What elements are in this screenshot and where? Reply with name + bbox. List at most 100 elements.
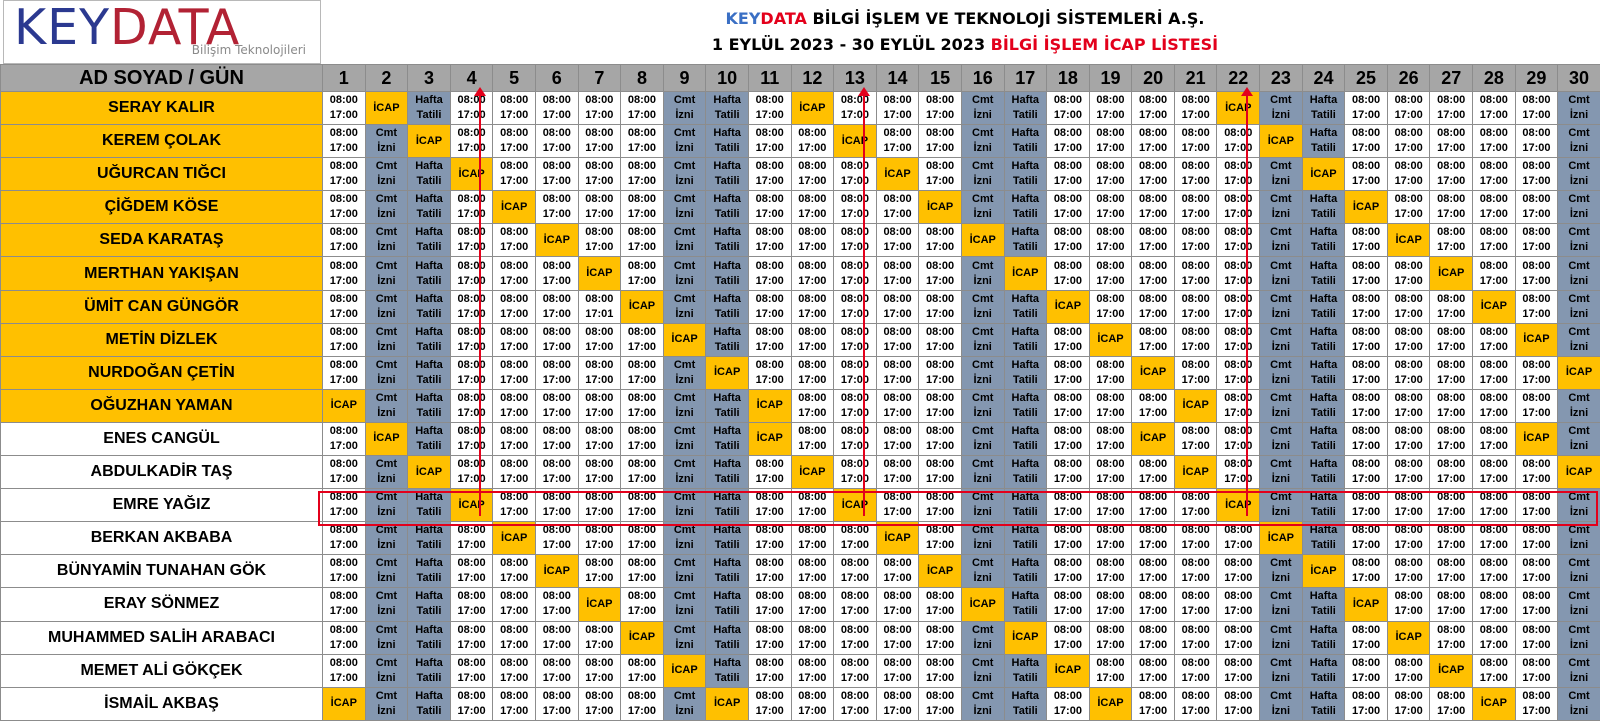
saturday-off-cell: Cmt İzni (662, 355, 707, 390)
work-shift-cell: 08:00 17:00 (1514, 686, 1559, 721)
work-shift-cell: 08:00 17:00 (577, 322, 622, 357)
work-shift-cell: 08:00 17:00 (1088, 157, 1133, 192)
sunday-off-cell: Hafta Tatili (705, 554, 749, 589)
work-shift-cell: 08:00 17:00 (1344, 355, 1388, 390)
work-shift-cell: 08:00 17:00 (322, 554, 366, 589)
work-shift-cell: 08:00 17:00 (875, 488, 920, 523)
saturday-off-cell: Cmt İzni (662, 554, 707, 589)
work-shift-cell: 08:00 17:00 (833, 223, 877, 258)
sunday-off-cell: Hafta Tatili (1301, 355, 1346, 390)
sunday-off-cell: Hafta Tatili (407, 355, 451, 390)
work-shift-cell: 08:00 17:00 (577, 157, 622, 192)
work-shift-cell: 08:00 17:00 (1216, 289, 1261, 324)
saturday-off-cell: Cmt İzni (662, 223, 707, 258)
work-shift-cell: 08:00 17:00 (1344, 521, 1388, 556)
work-shift-cell: 08:00 17:00 (1131, 488, 1175, 523)
work-shift-cell: 08:00 17:00 (747, 289, 792, 324)
sunday-off-cell: Hafta Tatili (1003, 455, 1048, 490)
employee-name: METİN DİZLEK (0, 322, 323, 357)
work-shift-cell: 08:00 17:00 (1046, 686, 1090, 721)
work-shift-cell: 08:00 17:00 (790, 686, 835, 721)
sunday-off-cell: Hafta Tatili (1301, 653, 1346, 688)
work-shift-cell: 08:00 17:00 (1131, 90, 1175, 126)
sunday-off-cell: Hafta Tatili (705, 190, 749, 225)
employee-name: MERTHAN YAKIŞAN (0, 256, 323, 291)
work-shift-cell: 08:00 17:00 (1429, 355, 1474, 390)
work-shift-cell: 08:00 17:00 (1514, 488, 1559, 523)
sunday-off-cell: Hafta Tatili (407, 388, 451, 423)
work-shift-cell: 08:00 17:00 (449, 653, 494, 688)
saturday-off-cell: Cmt İzni (364, 554, 409, 589)
work-shift-cell: 08:00 17:00 (449, 223, 494, 258)
day-header: 30 (1557, 64, 1600, 92)
work-shift-cell: 08:00 17:00 (918, 322, 962, 357)
saturday-off-cell: Cmt İzni (1259, 355, 1303, 390)
icap-cell: İCAP (1216, 90, 1261, 126)
saturday-off-cell: Cmt İzni (364, 653, 409, 688)
saturday-off-cell: Cmt İzni (364, 488, 409, 523)
sunday-off-cell: Hafta Tatili (1301, 488, 1346, 523)
work-shift-cell: 08:00 17:00 (1173, 620, 1218, 655)
work-shift-cell: 08:00 17:00 (1046, 620, 1090, 655)
work-shift-cell: 08:00 17:00 (620, 455, 664, 490)
work-shift-cell: 08:00 17:00 (1472, 620, 1516, 655)
work-shift-cell: 08:00 17:00 (875, 90, 920, 126)
saturday-off-cell: Cmt İzni (662, 587, 707, 622)
saturday-off-cell: Cmt İzni (960, 653, 1005, 688)
work-shift-cell: 08:00 17:00 (875, 355, 920, 390)
employee-name: ENES CANGÜL (0, 421, 323, 457)
work-shift-cell: 08:00 17:00 (1046, 587, 1090, 622)
work-shift-cell: 08:00 17:00 (492, 322, 536, 357)
saturday-off-cell: Cmt İzni (364, 223, 409, 258)
work-shift-cell: 08:00 17:00 (1429, 686, 1474, 721)
work-shift-cell: 08:00 17:00 (1131, 653, 1175, 688)
work-shift-cell: 08:00 17:00 (747, 488, 792, 523)
work-shift-cell: 08:00 17:00 (1046, 322, 1090, 357)
work-shift-cell: 08:00 17:00 (790, 653, 835, 688)
work-shift-cell: 08:00 17:00 (492, 653, 536, 688)
sunday-off-cell: Hafta Tatili (1301, 421, 1346, 457)
work-shift-cell: 08:00 17:00 (492, 620, 536, 655)
work-shift-cell: 08:00 17:00 (747, 322, 792, 357)
work-shift-cell: 08:00 17:00 (1046, 388, 1090, 423)
work-shift-cell: 08:00 17:00 (449, 322, 494, 357)
employee-name: KEREM ÇOLAK (0, 124, 323, 159)
icap-cell: İCAP (790, 455, 835, 490)
work-shift-cell: 08:00 17:00 (534, 256, 579, 291)
work-shift-cell: 08:00 17:00 (1046, 554, 1090, 589)
employee-name: İSMAİL AKBAŞ (0, 686, 323, 721)
sunday-off-cell: Hafta Tatili (705, 322, 749, 357)
work-shift-cell: 08:00 17:00 (449, 289, 494, 324)
table-row: KEREM ÇOLAK 08:00 17:00 Cmt İzni İCAP 08:00 17:… (0, 124, 1600, 159)
saturday-off-cell: Cmt İzni (662, 124, 707, 159)
work-shift-cell: 08:00 17:00 (1514, 554, 1559, 589)
icap-cell: İCAP (1429, 256, 1474, 291)
work-shift-cell: 08:00 17:00 (790, 388, 835, 423)
work-shift-cell: 08:00 17:00 (1216, 554, 1261, 589)
saturday-off-cell: Cmt İzni (1259, 223, 1303, 258)
employee-name: ÜMİT CAN GÜNGÖR (0, 289, 323, 324)
work-shift-cell: 08:00 17:00 (918, 90, 962, 126)
work-shift-cell: 08:00 17:00 (833, 322, 877, 357)
work-shift-cell: 08:00 17:00 (747, 190, 792, 225)
saturday-off-cell: Cmt İzni (662, 455, 707, 490)
work-shift-cell: 08:00 17:00 (1514, 256, 1559, 291)
work-shift-cell: 08:00 17:00 (1344, 90, 1388, 126)
sunday-off-cell: Hafta Tatili (1301, 388, 1346, 423)
work-shift-cell: 08:00 17:00 (322, 521, 366, 556)
icap-cell: İCAP (1386, 223, 1431, 258)
work-shift-cell: 08:00 17:00 (875, 388, 920, 423)
saturday-off-cell: Cmt İzni (1259, 322, 1303, 357)
work-shift-cell: 08:00 17:00 (1429, 521, 1474, 556)
company-logo: KEYDATA Bilişim Teknolojileri (3, 0, 321, 64)
saturday-off-cell: Cmt İzni (1259, 620, 1303, 655)
work-shift-cell: 08:00 17:00 (1514, 90, 1559, 126)
icap-cell: İCAP (1088, 686, 1133, 721)
icap-cell: İCAP (492, 190, 536, 225)
work-shift-cell: 08:00 17:00 (1344, 322, 1388, 357)
saturday-off-cell: Cmt İzni (1557, 90, 1600, 126)
work-shift-cell: 08:00 17:00 (918, 388, 962, 423)
table-row: ÜMİT CAN GÜNGÖR 08:00 17:00 Cmt İzni Hafta Tat… (0, 289, 1600, 324)
sunday-off-cell: Hafta Tatili (1301, 223, 1346, 258)
work-shift-cell: 08:00 17:00 (1216, 190, 1261, 225)
